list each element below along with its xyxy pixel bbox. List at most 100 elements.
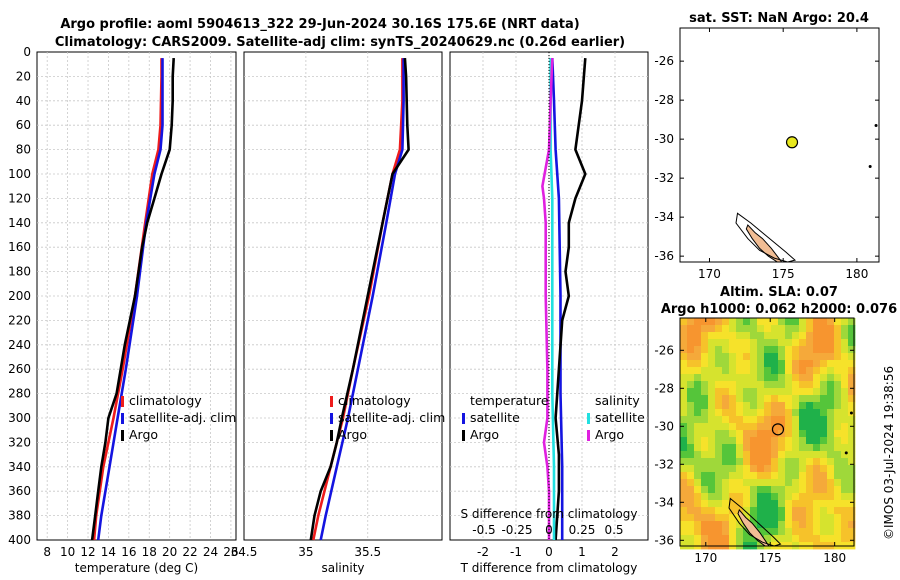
sla-heat-cell [813, 500, 821, 508]
sla-heat-cell [841, 514, 849, 522]
sla-heat-cell [729, 374, 737, 382]
sla-heat-cell [729, 437, 737, 445]
sla-heat-cell [771, 451, 779, 459]
sla-heat-cell [799, 381, 807, 389]
sla-heat-cell [806, 388, 814, 396]
sla-heat-cell [841, 458, 849, 466]
sla-heat-cell [722, 353, 730, 361]
sla-heat-cell [757, 507, 765, 515]
sla-heat-cell [701, 332, 709, 340]
sla-heat-cell [736, 423, 744, 431]
sla-heat-cell [694, 521, 702, 529]
sla-heat-cell [743, 402, 751, 410]
sla-heat-cell [834, 346, 842, 354]
sla-heat-cell [827, 332, 835, 340]
sla-heat-cell [785, 514, 793, 522]
sla-heat-cell [694, 465, 702, 473]
sla-heat-cell [708, 423, 716, 431]
sla-heat-cell [848, 465, 856, 473]
sal-legend-swatch [330, 430, 333, 441]
sla-heat-cell [764, 374, 772, 382]
sla-heat-cell [785, 409, 793, 417]
sla-heat-cell [764, 409, 772, 417]
sla-heat-cell [722, 360, 730, 368]
sla-heat-cell [764, 514, 772, 522]
depth-tick-label: 60 [16, 118, 31, 132]
diff-xtick-label: 2 [611, 545, 619, 559]
sla-heat-cell [827, 430, 835, 438]
sla-heat-cell [701, 458, 709, 466]
sla-heat-cell [792, 381, 800, 389]
sla-heat-cell [757, 465, 765, 473]
depth-tick-label: 320 [8, 435, 31, 449]
sla-heat-cell [778, 493, 786, 501]
sla-heat-cell [827, 479, 835, 487]
sla-heat-cell [792, 479, 800, 487]
sla-heat-cell [778, 416, 786, 424]
sla-heat-cell [813, 353, 821, 361]
sla-heat-cell [813, 381, 821, 389]
sla-heat-cell [799, 500, 807, 508]
sla-heat-cell [778, 374, 786, 382]
sla-heat-cell [687, 528, 695, 536]
temp-legend-label: satellite-adj. clim [129, 410, 236, 425]
sla-heat-cell [694, 437, 702, 445]
sla-heat-cell [722, 507, 730, 515]
sla-heat-cell [743, 360, 751, 368]
sla-heat-cell [848, 500, 856, 508]
sla-heat-cell [813, 325, 821, 333]
sla-heat-cell [841, 500, 849, 508]
sla-heat-cell [841, 325, 849, 333]
sla-heat-cell [680, 486, 688, 494]
depth-tick-label: 80 [16, 143, 31, 157]
sla-heat-cell [722, 367, 730, 375]
sla-heat-cell [764, 395, 772, 403]
sla-heat-cell [764, 423, 772, 431]
map_sla-ytick-label: -34 [654, 495, 674, 509]
diff-xtick-label: -1 [510, 545, 522, 559]
temp-legend-label: climatology [129, 393, 202, 408]
diff-series-t-satellite [551, 58, 564, 540]
sla-heat-cell [813, 318, 821, 326]
sla-heat-cell [771, 423, 779, 431]
sla-heat-cell [701, 353, 709, 361]
sla-heat-cell [687, 430, 695, 438]
sla-heat-cell [813, 528, 821, 536]
sla-heat-cell [743, 430, 751, 438]
sla-heat-cell [750, 465, 758, 473]
diff-xlabel-top: S difference from climatology [461, 507, 638, 521]
sla-heat-cell [715, 409, 723, 417]
sla-heat-cell [708, 528, 716, 536]
sla-heat-cell [792, 339, 800, 347]
sla-heat-cell [841, 535, 849, 543]
sla-heat-cell [743, 367, 751, 375]
sla-heat-cell [848, 346, 856, 354]
map_sst-ytick-label: -34 [654, 210, 674, 224]
sla-heat-cell [813, 402, 821, 410]
sla-heat-cell [722, 514, 730, 522]
sla-heat-cell [708, 444, 716, 452]
sla-heat-cell [841, 346, 849, 354]
sla-heat-cell [785, 465, 793, 473]
sla-heat-cell [715, 528, 723, 536]
sla-heat-cell [743, 479, 751, 487]
sla-heat-cell [701, 493, 709, 501]
sla-heat-cell [785, 360, 793, 368]
sla-heat-cell [701, 444, 709, 452]
sla-heat-cell [820, 437, 828, 445]
sla-heat-cell [820, 528, 828, 536]
sla-heat-cell [827, 458, 835, 466]
sla-heat-cell [722, 458, 730, 466]
sla-heat-cell [743, 346, 751, 354]
sla-heat-cell [820, 479, 828, 487]
sla-heat-cell [778, 535, 786, 543]
map_sst-shelf-contour [735, 212, 797, 263]
sla-heat-cell [820, 430, 828, 438]
sla-heat-cell [715, 507, 723, 515]
sla-heat-cell [694, 395, 702, 403]
sla-heat-cell [743, 486, 751, 494]
sla-heat-cell [778, 395, 786, 403]
temp-xtick-label: 16 [121, 545, 136, 559]
diff-t-legend-swatch [462, 413, 465, 424]
sla-heat-cell [799, 367, 807, 375]
